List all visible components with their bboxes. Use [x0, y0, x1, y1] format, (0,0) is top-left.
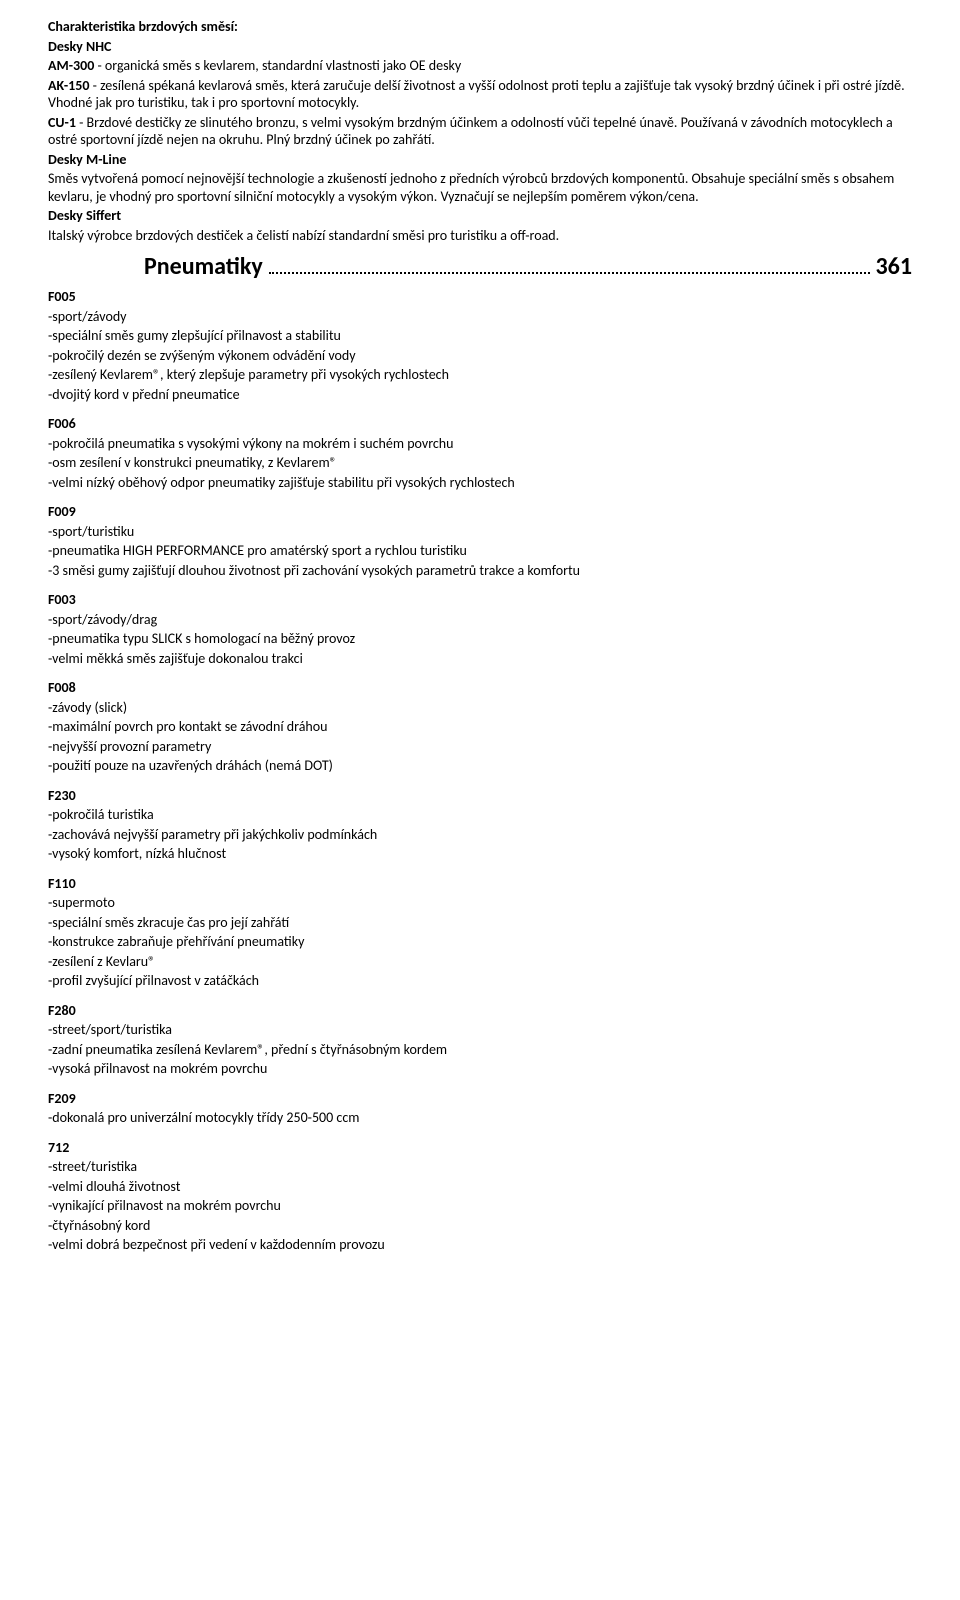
- product-line: -dokonalá pro univerzální motocykly tříd…: [48, 1109, 912, 1127]
- product-code: F280: [48, 1002, 912, 1020]
- product-line: -profil zvyšující přilnavost v zatáčkách: [48, 972, 912, 990]
- mline-text: Směs vytvořená pomocí nejnovější technol…: [48, 170, 912, 205]
- product-line: -pneumatika HIGH PERFORMANCE pro amatérs…: [48, 542, 912, 560]
- product-line: -nejvyšší provozní parametry: [48, 738, 912, 756]
- ak150-line: AK-150 - zesílená spékaná kevlarová směs…: [48, 77, 912, 112]
- product-code: F008: [48, 679, 912, 697]
- product-line: -velmi nízký oběhový odpor pneumatiky za…: [48, 474, 912, 492]
- product-line: -pokročilá pneumatika s vysokými výkony …: [48, 435, 912, 453]
- ak150-label: AK-150: [48, 77, 89, 94]
- product-line: -velmi dlouhá životnost: [48, 1178, 912, 1196]
- product-line: -3 směsi gumy zajišťují dlouhou životnos…: [48, 562, 912, 580]
- product-block: F230-pokročilá turistika -zachovává nejvy…: [48, 787, 912, 863]
- toc-dots: [269, 272, 870, 274]
- product-line: -supermoto: [48, 894, 912, 912]
- toc-wrapper: Pneumatiky 361: [48, 252, 912, 282]
- siffert-label: Desky Siffert: [48, 207, 912, 225]
- product-line: -velmi měkká směs zajišťuje dokonalou tr…: [48, 650, 912, 668]
- product-line: -pokročilá turistika: [48, 806, 912, 824]
- product-line: -zesílený Kevlarem®, který zlepšuje para…: [48, 366, 912, 384]
- document-page: Charakteristika brzdových směsí: Desky N…: [0, 0, 960, 1600]
- toc-page: 361: [876, 252, 913, 282]
- product-line: -zadní pneumatika zesílená Kevlarem®, př…: [48, 1041, 912, 1059]
- cu1-line: CU-1 - Brzdové destičky ze slinutého bro…: [48, 114, 912, 149]
- product-line: -dvojitý kord v přední pneumatice: [48, 386, 912, 404]
- product-line: -pneumatika typu SLICK s homologací na b…: [48, 630, 912, 648]
- product-block: F280-street/sport/turistika -zadní pneuma…: [48, 1002, 912, 1078]
- products-list: F005 -sport/závody-speciální směs gumy zl…: [48, 288, 912, 1254]
- cu1-text: - Brzdové destičky ze slinutého bronzu, …: [48, 114, 893, 149]
- product-line: -použití pouze na uzavřených dráhách (ne…: [48, 757, 912, 775]
- product-line: -sport/závody: [48, 308, 912, 326]
- product-line: -čtyřnásobný kord: [48, 1217, 912, 1235]
- product-block: F006 -pokročilá pneumatika s vysokými výk…: [48, 415, 912, 491]
- am300-label: AM-300: [48, 57, 94, 74]
- product-line: -osm zesílení v konstrukci pneumatiky, z…: [48, 454, 912, 472]
- product-code: F009: [48, 503, 912, 521]
- product-line: -velmi dobrá bezpečnost při vedení v kaž…: [48, 1236, 912, 1254]
- ak150-text: - zesílená spékaná kevlarová směs, která…: [48, 77, 905, 112]
- product-code: F209: [48, 1090, 912, 1108]
- product-code: 712: [48, 1139, 912, 1157]
- mline-label: Desky M-Line: [48, 151, 912, 169]
- product-code: F006: [48, 415, 912, 433]
- toc-line: Pneumatiky 361: [144, 252, 912, 282]
- product-line: -street/sport/turistika: [48, 1021, 912, 1039]
- product-line: -sport/turistiku: [48, 523, 912, 541]
- product-line: -pokročilý dezén se zvýšeným výkonem odv…: [48, 347, 912, 365]
- product-line: -vysoká přilnavost na mokrém povrchu: [48, 1060, 912, 1078]
- product-line: -vynikající přilnavost na mokrém povrchu: [48, 1197, 912, 1215]
- am300-line: AM-300 - organická směs s kevlarem, stan…: [48, 57, 912, 75]
- product-line: -street/turistika: [48, 1158, 912, 1176]
- product-line: -zesílení z Kevlaru®: [48, 953, 912, 971]
- product-block: 712-street/turistika -velmi dlouhá životn…: [48, 1139, 912, 1254]
- product-line: -vysoký komfort, nízká hlučnost: [48, 845, 912, 863]
- product-block: F209-dokonalá pro univerzální motocykly …: [48, 1090, 912, 1127]
- intro-heading: Charakteristika brzdových směsí:: [48, 18, 912, 36]
- product-block: F008 -závody (slick)-maximální povrch pro…: [48, 679, 912, 775]
- product-line: -sport/závody/drag: [48, 611, 912, 629]
- product-code: F003: [48, 591, 912, 609]
- product-block: F110-supermoto -speciální směs zkracuje č…: [48, 875, 912, 990]
- product-line: -speciální směs zkracuje čas pro její za…: [48, 914, 912, 932]
- siffert-text: Italský výrobce brzdových destiček a čel…: [48, 227, 912, 245]
- product-line: -závody (slick): [48, 699, 912, 717]
- product-line: -konstrukce zabraňuje přehřívání pneumat…: [48, 933, 912, 951]
- product-code: F005: [48, 288, 912, 306]
- product-line: -maximální povrch pro kontakt se závodní…: [48, 718, 912, 736]
- toc-title: Pneumatiky: [144, 252, 263, 282]
- am300-text: - organická směs s kevlarem, standardní …: [94, 57, 461, 74]
- product-line: -zachovává nejvyšší parametry při jakých…: [48, 826, 912, 844]
- product-code: F230: [48, 787, 912, 805]
- product-block: F003 -sport/závody/drag-pneumatika typu S…: [48, 591, 912, 667]
- desky-nhc-label: Desky NHC: [48, 38, 912, 56]
- cu1-label: CU-1: [48, 114, 76, 131]
- product-block: F005 -sport/závody-speciální směs gumy zl…: [48, 288, 912, 403]
- product-block: F009 -sport/turistiku-pneumatika HIGH PER…: [48, 503, 912, 579]
- product-line: -speciální směs gumy zlepšující přilnavo…: [48, 327, 912, 345]
- product-code: F110: [48, 875, 912, 893]
